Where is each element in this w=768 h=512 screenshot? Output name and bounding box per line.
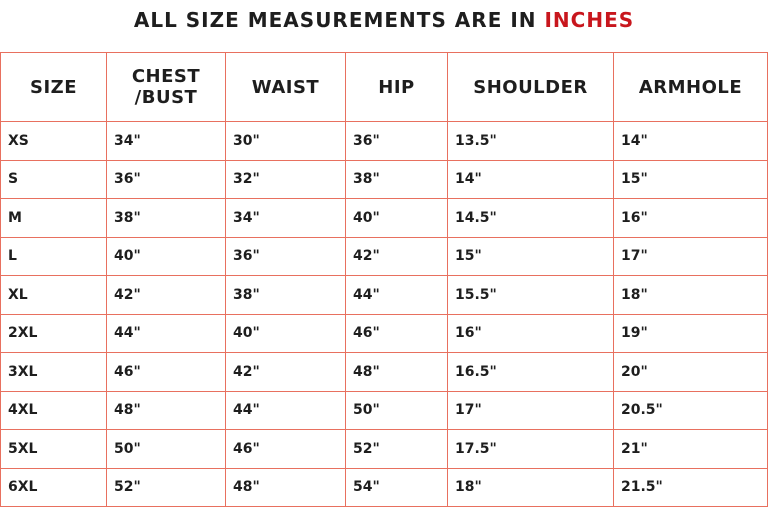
table-row: 4XL 48" 44" 50" 17" 20.5" <box>0 390 768 430</box>
table-cell: 36" <box>345 121 448 161</box>
table-cell: 42" <box>225 352 346 392</box>
table-cell: 17" <box>447 390 614 430</box>
table-row: 2XL 44" 40" 46" 16" 19" <box>0 313 768 353</box>
table-cell: 18" <box>447 467 614 507</box>
table-cell: 38" <box>106 198 226 238</box>
table-cell: 3XL <box>0 352 107 392</box>
table-cell: 42" <box>106 275 226 315</box>
table-row: L 40" 36" 42" 15" 17" <box>0 236 768 276</box>
table-cell: 15.5" <box>447 275 614 315</box>
page-title: ALL SIZE MEASUREMENTS ARE IN INCHES <box>0 8 768 32</box>
table-cell: 52" <box>345 429 448 469</box>
table-cell: 46" <box>225 429 346 469</box>
table-cell: 38" <box>345 159 448 199</box>
table-cell: 40" <box>345 198 448 238</box>
table-cell: 19" <box>613 313 768 353</box>
table-cell: 46" <box>345 313 448 353</box>
table-cell: M <box>0 198 107 238</box>
table-cell: 16" <box>613 198 768 238</box>
table-row: 5XL 50" 46" 52" 17.5" 21" <box>0 429 768 469</box>
table-cell: 52" <box>106 467 226 507</box>
table-cell: 48" <box>345 352 448 392</box>
table-cell: 20" <box>613 352 768 392</box>
table-cell: 15" <box>447 236 614 276</box>
header-row: SIZE CHEST /BUST WAIST HIP SHOULDER ARMHOLE <box>0 52 768 122</box>
table-cell: L <box>0 236 107 276</box>
table-cell: 32" <box>225 159 346 199</box>
table-row: 3XL 46" 42" 48" 16.5" 20" <box>0 352 768 392</box>
table-cell: 14" <box>447 159 614 199</box>
table-cell: 6XL <box>0 467 107 507</box>
column-header: SHOULDER <box>447 52 614 122</box>
table-cell: 18" <box>613 275 768 315</box>
column-header: WAIST <box>225 52 346 122</box>
table-cell: S <box>0 159 107 199</box>
table-cell: 46" <box>106 352 226 392</box>
table-cell: 2XL <box>0 313 107 353</box>
table-cell: 16.5" <box>447 352 614 392</box>
table-cell: 30" <box>225 121 346 161</box>
table-cell: XS <box>0 121 107 161</box>
table-cell: 40" <box>106 236 226 276</box>
table-cell: 14" <box>613 121 768 161</box>
table-cell: 17" <box>613 236 768 276</box>
table-cell: 13.5" <box>447 121 614 161</box>
table-row: S 36" 32" 38" 14" 15" <box>0 159 768 199</box>
title-prefix: ALL SIZE MEASUREMENTS ARE IN <box>133 8 545 32</box>
table-cell: 36" <box>106 159 226 199</box>
column-header: HIP <box>345 52 448 122</box>
table-row: 6XL 52" 48" 54" 18" 21.5" <box>0 467 768 507</box>
table-cell: 34" <box>106 121 226 161</box>
table-cell: 44" <box>345 275 448 315</box>
table-cell: 17.5" <box>447 429 614 469</box>
table-cell: 16" <box>447 313 614 353</box>
table-cell: 40" <box>225 313 346 353</box>
table-cell: 36" <box>225 236 346 276</box>
table-cell: 42" <box>345 236 448 276</box>
column-header: SIZE <box>0 52 107 122</box>
table-cell: 38" <box>225 275 346 315</box>
table-row: XL 42" 38" 44" 15.5" 18" <box>0 275 768 315</box>
table-cell: 50" <box>106 429 226 469</box>
size-chart-table: SIZE CHEST /BUST WAIST HIP SHOULDER ARMHOLE X… <box>0 52 768 507</box>
table-cell: 21" <box>613 429 768 469</box>
table-cell: 48" <box>225 467 346 507</box>
table-row: M 38" 34" 40" 14.5" 16" <box>0 198 768 238</box>
table-cell: 4XL <box>0 390 107 430</box>
table-cell: 15" <box>613 159 768 199</box>
table-cell: 5XL <box>0 429 107 469</box>
table-cell: 14.5" <box>447 198 614 238</box>
column-header: ARMHOLE <box>613 52 768 122</box>
table-cell: 48" <box>106 390 226 430</box>
table-cell: XL <box>0 275 107 315</box>
table-cell: 44" <box>225 390 346 430</box>
table-cell: 21.5" <box>613 467 768 507</box>
column-header: CHEST /BUST <box>106 52 226 122</box>
table-cell: 44" <box>106 313 226 353</box>
table-cell: 20.5" <box>613 390 768 430</box>
title-highlight: INCHES <box>544 8 635 32</box>
table-cell: 34" <box>225 198 346 238</box>
table-row: XS 34" 30" 36" 13.5" 14" <box>0 121 768 161</box>
table-cell: 50" <box>345 390 448 430</box>
table-cell: 54" <box>345 467 448 507</box>
